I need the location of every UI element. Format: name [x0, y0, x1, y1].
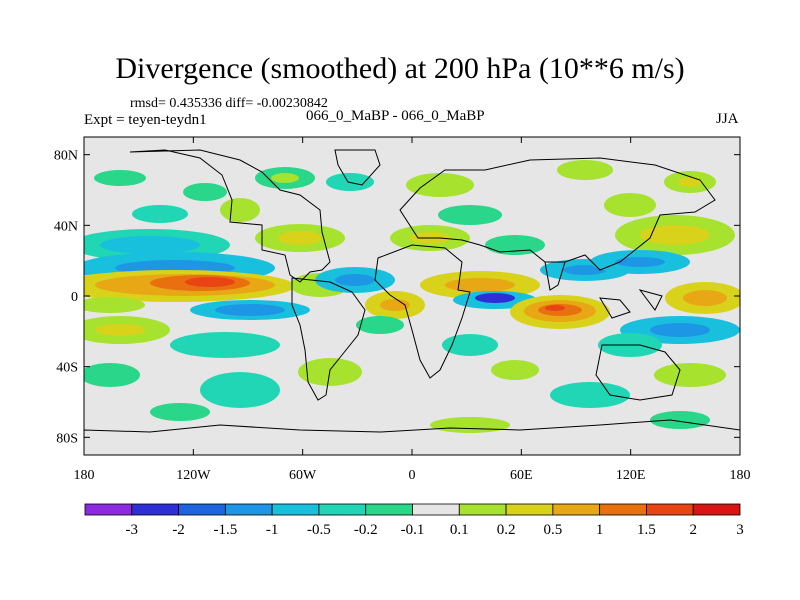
colorbar-swatch	[131, 503, 179, 516]
colorbar-label: 1.5	[637, 522, 656, 538]
field-blob	[150, 403, 210, 421]
colorbar-swatch	[599, 503, 647, 516]
y-tick-label: 80S	[56, 431, 78, 446]
coastlines	[84, 149, 740, 455]
colorbar-label: 0.1	[450, 522, 469, 538]
colorbar-swatch	[271, 503, 320, 516]
y-tick-label: 0	[71, 290, 78, 305]
case-label: 066_0_MaBP - 066_0_MaBP	[306, 108, 485, 124]
colorbar-label: -1	[266, 522, 279, 538]
axes: 180 120W 60W 0 60E 120E 180 80N 40N 0 40S 80S	[54, 137, 751, 483]
season-label: JJA	[716, 111, 739, 127]
coastline-africa	[374, 244, 471, 379]
colorbar-swatch	[224, 503, 273, 516]
rmsd-diff-stats: rmsd= 0.435336 diff= -0.00230842	[130, 96, 328, 111]
field-blob	[185, 277, 235, 287]
colorbar-swatch	[84, 503, 133, 516]
colorbar-swatch	[505, 503, 554, 516]
field-blob	[95, 324, 145, 336]
field-blob	[430, 417, 510, 433]
field-blob	[475, 293, 515, 303]
field-blob	[683, 290, 727, 306]
field-blob	[550, 382, 630, 408]
colorbar-label: -0.1	[401, 522, 425, 538]
x-tick-label: 60W	[289, 468, 317, 483]
experiment-label: Expt = teyen-teydn1	[84, 112, 207, 128]
colorbar-label: 0.5	[543, 522, 562, 538]
field-blob	[406, 173, 474, 197]
coastline-australia	[595, 344, 681, 401]
field-blob	[485, 235, 545, 255]
x-tick-label: 120E	[616, 468, 646, 483]
colorbar-label: 0.2	[497, 522, 516, 538]
x-tick-label: 180	[730, 468, 751, 483]
field-blob	[84, 363, 140, 387]
field-blob	[278, 231, 322, 245]
colorbar-label: -2	[172, 522, 185, 538]
field-blob	[170, 332, 280, 358]
field-blob	[215, 304, 285, 316]
field-blob	[438, 205, 502, 225]
colorbar-swatch	[412, 503, 460, 516]
coastline-maritime	[599, 289, 663, 319]
field-blob	[557, 160, 613, 180]
x-tick-label: 60E	[510, 468, 533, 483]
colorbar-swatch	[365, 503, 413, 516]
field-blob	[94, 170, 146, 186]
field-blob	[650, 411, 710, 429]
field-blob	[271, 173, 299, 183]
colorbar-label: 2	[689, 522, 697, 538]
coastline-eurasia	[399, 157, 716, 271]
field-blob	[200, 372, 280, 408]
x-tick-label: 120W	[176, 468, 211, 483]
colorbar-swatch	[178, 503, 226, 516]
coastline-south-america	[291, 277, 366, 401]
y-tick-label: 40S	[56, 361, 78, 376]
field-blob	[640, 225, 710, 245]
x-tick-label: 0	[409, 468, 416, 483]
coastline-india	[544, 261, 566, 291]
field-blob	[335, 274, 375, 286]
field-blob	[380, 299, 410, 311]
field-blob	[545, 305, 565, 311]
coastline-greenland	[334, 149, 381, 186]
y-tick-label: 40N	[54, 219, 78, 234]
field-blob	[220, 198, 260, 222]
field-blob	[442, 334, 498, 356]
field-blob	[445, 278, 515, 292]
colorbar-label: 1	[596, 522, 604, 538]
field-blob	[100, 236, 200, 254]
coastline-antarctica	[84, 419, 740, 455]
y-tick-label: 80N	[54, 149, 78, 164]
field-blob	[183, 183, 227, 201]
field-blob	[654, 363, 726, 387]
field-blob	[615, 257, 665, 267]
colorbar-swatch	[458, 503, 507, 516]
field-blob	[491, 360, 539, 380]
field-blob	[604, 193, 656, 217]
colorbar-label: 3	[736, 522, 744, 538]
field-blob	[678, 177, 702, 187]
colorbar-swatch	[552, 503, 601, 516]
colorbar-label: -3	[126, 522, 139, 538]
x-tick-label: 180	[74, 468, 95, 483]
colorbar-label: -0.5	[307, 522, 331, 538]
coastline-north-america	[129, 149, 331, 283]
colorbar-label: -1.5	[213, 522, 237, 538]
field-blob	[356, 316, 404, 334]
colorbar-swatch	[646, 503, 694, 516]
colorbar-swatch	[318, 503, 367, 516]
field-blob	[132, 205, 188, 223]
page-title: Divergence (smoothed) at 200 hPa (10**6 …	[115, 52, 685, 85]
field-blob	[84, 297, 145, 313]
colorbar: -3 -2 -1.5 -1 -0.5 -0.2 -0.1 0.1 0.2 0.5 1 1.5 2 3	[84, 503, 744, 538]
field-contours	[84, 160, 740, 433]
field-blob	[650, 323, 710, 337]
colorbar-label: -0.2	[354, 522, 378, 538]
colorbar-swatch	[692, 503, 741, 516]
